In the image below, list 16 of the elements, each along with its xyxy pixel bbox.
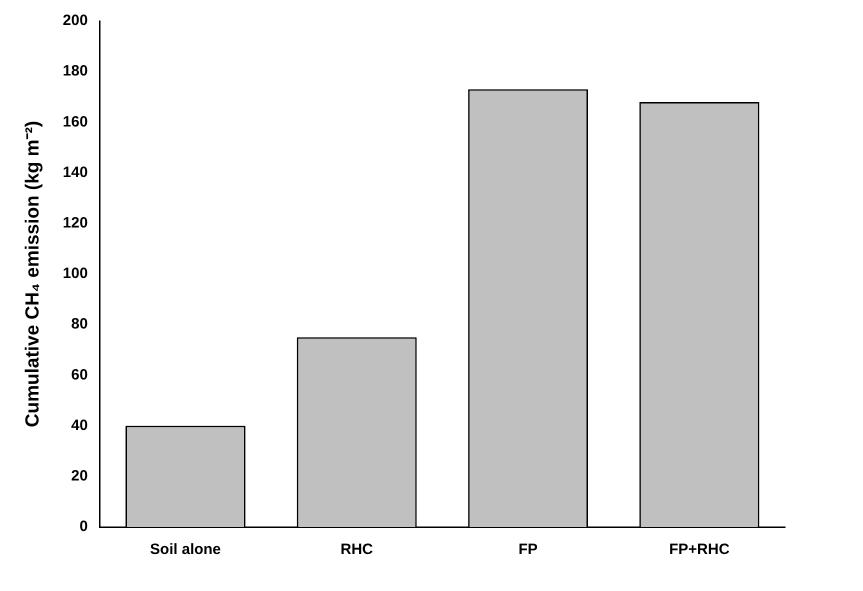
y-axis-title: Cumulative CH₄ emission (kg m⁻²)	[22, 120, 44, 428]
y-tick-label: 160	[62, 113, 88, 130]
y-tick-label: 60	[71, 366, 88, 384]
x-tick-label: RHC	[340, 541, 374, 558]
y-tick-label: 180	[62, 62, 88, 80]
x-tick-label: FP+RHC	[669, 541, 730, 558]
y-tick-label: 200	[62, 12, 88, 30]
y-tick-label: 100	[62, 265, 88, 282]
x-tick-label: Soil alone	[150, 541, 221, 558]
y-tick-label: 0	[79, 518, 88, 536]
y-tick-label: 80	[71, 316, 88, 333]
y-tick-label: 20	[71, 468, 88, 485]
x-tick-label: FP	[518, 541, 538, 558]
y-tick-label: 40	[71, 416, 88, 434]
y-tick-label: 140	[62, 164, 88, 181]
y-tick-label: 120	[62, 214, 88, 232]
